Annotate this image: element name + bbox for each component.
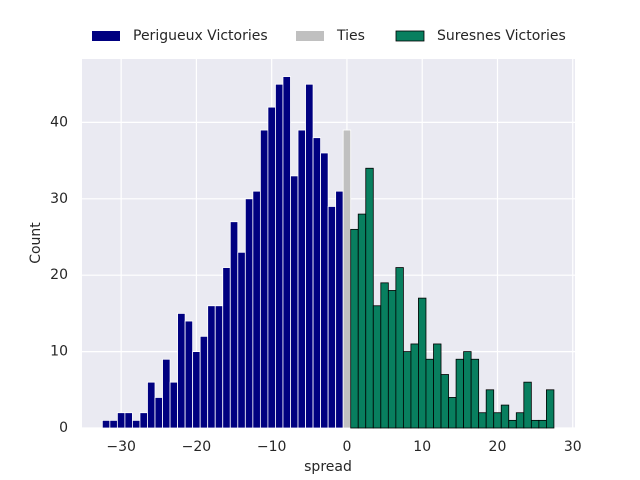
legend-swatch (395, 30, 425, 42)
bar (448, 397, 457, 429)
y-tick-label: 40 (50, 114, 68, 130)
bar (508, 419, 517, 429)
bar (305, 83, 314, 429)
bar (418, 297, 427, 429)
bar (275, 83, 284, 429)
bar (380, 282, 389, 429)
x-tick-label: −10 (257, 439, 287, 455)
bar (433, 343, 442, 429)
y-tick-label: 30 (50, 191, 68, 207)
bar (199, 335, 209, 429)
bar (116, 412, 126, 429)
x-tick-label: 0 (342, 439, 351, 455)
bar (214, 305, 224, 429)
bar (139, 412, 148, 429)
bar (387, 290, 397, 429)
bar (252, 190, 261, 429)
x-tick-label: −30 (106, 439, 136, 455)
bar (192, 351, 201, 429)
bar (147, 381, 156, 429)
bar (365, 167, 374, 429)
bar (124, 412, 133, 429)
bar (229, 221, 239, 429)
bar (297, 129, 306, 429)
bar (109, 419, 118, 429)
bar (440, 374, 449, 429)
x-tick-label: 20 (489, 439, 507, 455)
bar (395, 267, 404, 429)
bar (342, 129, 352, 429)
bar (372, 305, 382, 429)
legend-label: Suresnes Victories (437, 28, 566, 44)
bar (207, 305, 216, 429)
bar (485, 389, 495, 429)
legend-swatch (296, 31, 324, 41)
bar (470, 358, 480, 429)
bar (101, 419, 111, 429)
bar (290, 175, 299, 429)
x-tick-label: 10 (413, 439, 431, 455)
bar (259, 129, 269, 429)
bar (184, 320, 194, 429)
bar (320, 152, 329, 429)
x-tick-label: 30 (564, 439, 582, 455)
bar (177, 313, 186, 429)
bar (282, 76, 291, 429)
bar (530, 419, 540, 429)
bar (455, 358, 465, 429)
bar (154, 397, 163, 429)
bar (515, 412, 525, 429)
y-tick-label: 0 (59, 420, 68, 436)
bar (463, 351, 472, 429)
legend-label: Perigueux Victories (133, 28, 268, 44)
y-axis-label: Count (28, 222, 44, 264)
x-axis-label: spread (304, 459, 352, 475)
bar (402, 351, 412, 429)
bar (327, 206, 337, 429)
bar (538, 419, 547, 429)
bar (267, 106, 276, 429)
bar (493, 412, 502, 429)
bar (169, 381, 178, 429)
y-tick-label: 10 (50, 344, 68, 360)
legend-swatch (92, 31, 120, 41)
bar (237, 251, 246, 429)
bar (500, 404, 510, 429)
bar (162, 358, 171, 429)
bar (357, 213, 367, 429)
bar (425, 358, 434, 429)
bar (312, 137, 321, 429)
bar (244, 198, 254, 429)
bar (335, 190, 344, 429)
bar (523, 381, 532, 429)
y-tick-label: 20 (50, 267, 68, 283)
bar (132, 419, 141, 429)
bar (545, 389, 555, 429)
bar (478, 412, 487, 429)
legend-label: Ties (336, 28, 365, 44)
bar (410, 343, 419, 429)
bar (222, 267, 231, 429)
x-tick-label: −20 (182, 439, 212, 455)
bar (350, 228, 359, 429)
